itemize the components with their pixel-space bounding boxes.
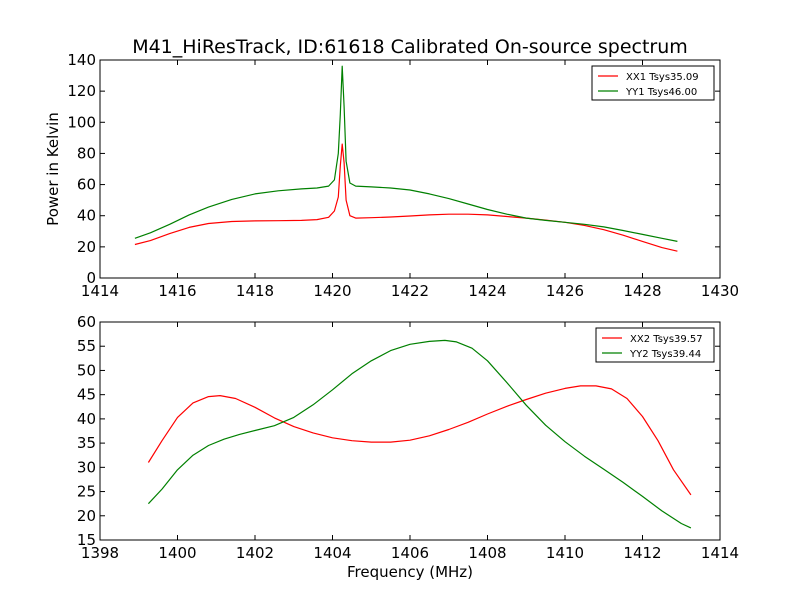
x-tick-label: 1400 <box>158 544 196 562</box>
y-tick-label: 40 <box>77 207 96 225</box>
legend-label: YY2 Tsys39.44 <box>629 349 701 360</box>
y-tick-label: 120 <box>67 82 96 100</box>
x-tick-label: 1410 <box>546 544 584 562</box>
x-tick-label: 1430 <box>701 282 739 300</box>
x-tick-label: 1424 <box>468 282 506 300</box>
legend: XX2 Tsys39.57 YY2 Tsys39.44 <box>595 327 715 363</box>
series-line-1 <box>147 385 692 496</box>
series-line-2 <box>147 339 692 529</box>
x-tick-label: 1404 <box>313 544 351 562</box>
x-tick-label: 1414 <box>701 544 739 562</box>
y-tick-label: 25 <box>77 483 96 501</box>
x-tick-label: 1402 <box>236 544 274 562</box>
y-tick-label: 30 <box>77 458 96 476</box>
figure-xlabel: Frequency (MHz) <box>347 563 473 581</box>
x-tick-label: 1398 <box>81 544 119 562</box>
y-tick-label: 50 <box>77 361 96 379</box>
y-tick-label: 100 <box>67 113 96 131</box>
y-tick-label: 20 <box>77 507 96 525</box>
legend-box <box>591 65 715 101</box>
y-tick-label: 140 <box>67 51 96 69</box>
x-tick-label: 1406 <box>391 544 429 562</box>
legend: XX1 Tsys35.09 YY1 Tsys46.00 <box>591 65 715 101</box>
x-tick-label: 1428 <box>623 282 661 300</box>
x-tick-label: 1418 <box>236 282 274 300</box>
x-tick-label: 1408 <box>468 544 506 562</box>
y-tick-label: 60 <box>77 176 96 194</box>
y-tick-label: 15 <box>77 531 96 549</box>
y-tick-label: 0 <box>86 269 96 287</box>
x-tick-label: 1420 <box>313 282 351 300</box>
legend-box <box>595 327 715 363</box>
y-tick-label: 80 <box>77 144 96 162</box>
bottom-chart: 1398 1400 1402 1404 1406 1408 1410 1412 1414 15 20… <box>77 313 739 562</box>
series-line-2 <box>134 65 678 242</box>
y-tick-label: 60 <box>77 313 96 331</box>
legend-label: YY1 Tsys46.00 <box>625 87 697 98</box>
x-tick-label: 1414 <box>81 282 119 300</box>
x-tick-label: 1416 <box>158 282 196 300</box>
y-tick-label: 35 <box>77 434 96 452</box>
figure-title: M41_HiResTrack, ID:61618 Calibrated On-s… <box>132 36 688 58</box>
top-chart: 1414 1416 1418 1420 1422 1424 1426 1428 1430 0 20 4… <box>44 51 739 300</box>
y-tick-label: 55 <box>77 337 96 355</box>
y-tick-label: 45 <box>77 386 96 404</box>
legend-label: XX2 Tsys39.57 <box>630 334 703 345</box>
x-tick-label: 1422 <box>391 282 429 300</box>
y-tick-label: 40 <box>77 410 96 428</box>
x-tick-label: 1412 <box>623 544 661 562</box>
x-tick-label: 1426 <box>546 282 584 300</box>
y-axis-label: Power in Kelvin <box>44 112 62 226</box>
legend-label: XX1 Tsys35.09 <box>626 72 699 83</box>
y-tick-label: 20 <box>77 238 96 256</box>
